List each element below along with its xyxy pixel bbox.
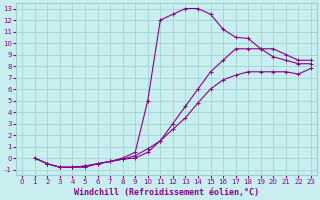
X-axis label: Windchill (Refroidissement éolien,°C): Windchill (Refroidissement éolien,°C) <box>74 188 259 197</box>
